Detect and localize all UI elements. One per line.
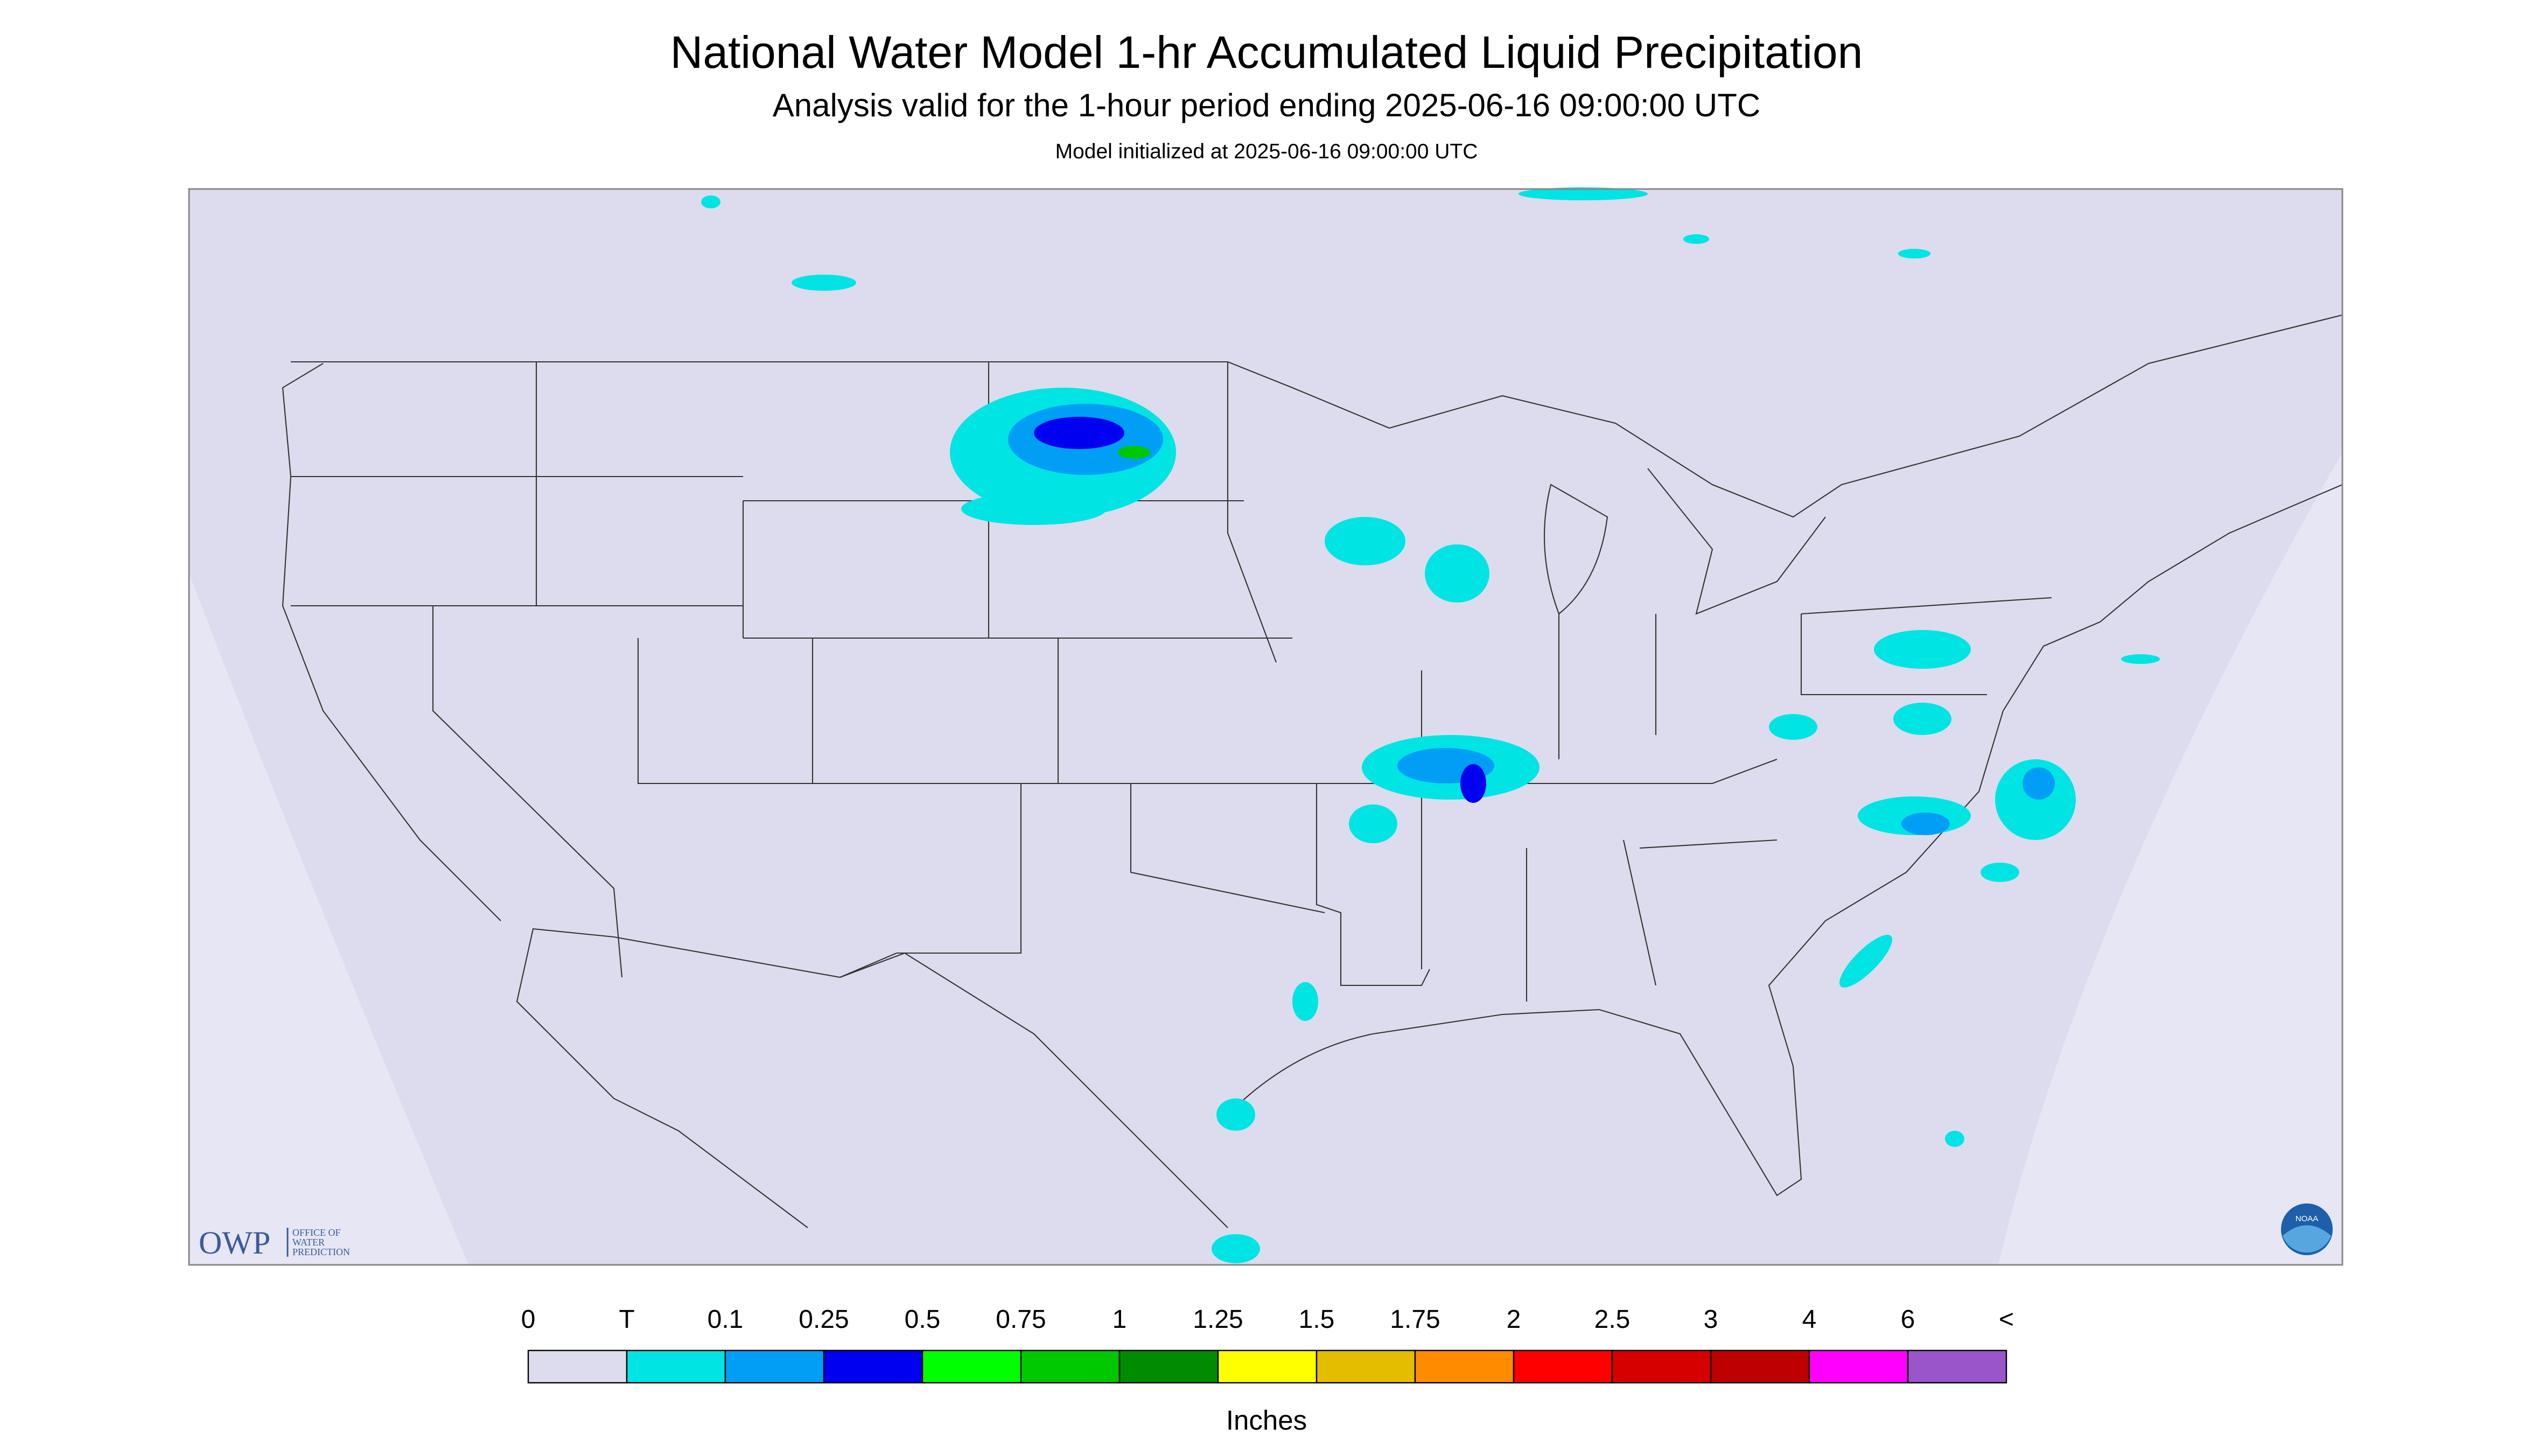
precip-area <box>1216 1098 1255 1131</box>
legend-label: 1.5 <box>1299 1305 1335 1334</box>
legend-label: 6 <box>1901 1305 1915 1334</box>
legend-swatch <box>1710 1349 1810 1384</box>
legend-label: 0 <box>521 1305 536 1334</box>
precip-area <box>961 493 1107 526</box>
legend-label: 0.75 <box>996 1305 1046 1334</box>
legend-swatch <box>626 1349 726 1384</box>
legend-swatch <box>921 1349 1022 1384</box>
legend-label: 0.5 <box>905 1305 941 1334</box>
legend-swatch <box>1118 1349 1219 1384</box>
legend-label: 3 <box>1704 1305 1718 1334</box>
precip-area <box>2023 767 2055 800</box>
precip-area <box>1874 630 1971 669</box>
legend-label: 0.1 <box>708 1305 744 1334</box>
legend: 0 T 0.1 0.25 0.5 0.75 1 1.25 1.5 1.75 2 2.5 3 4 6 < <box>521 1305 2014 1384</box>
legend-swatch <box>1316 1349 1416 1384</box>
legend-unit: Inches <box>1226 1405 1307 1436</box>
precip-area <box>701 195 720 209</box>
precip-area <box>792 275 856 291</box>
precip-area <box>1034 417 1124 450</box>
noaa-logo-wave <box>2283 1225 2331 1253</box>
legend-swatch <box>1611 1349 1712 1384</box>
precip-area <box>1212 1234 1260 1264</box>
precip-area <box>1349 804 1397 844</box>
precip-area <box>1945 1131 1964 1147</box>
precip-area <box>1425 544 1489 603</box>
precip-area <box>1460 764 1486 803</box>
legend-label: 0.25 <box>799 1305 849 1334</box>
init-note: Model initialized at 2025-06-16 09:00:00… <box>1055 140 1478 163</box>
precip-area <box>1118 446 1150 459</box>
precip-area <box>1981 863 2019 883</box>
owp-name: OFFICE OF <box>292 1227 341 1238</box>
legend-swatch <box>1513 1349 1613 1384</box>
precip-area <box>1519 187 1648 201</box>
title: National Water Model 1-hr Accumulated Li… <box>670 27 1863 78</box>
precip-area <box>1292 982 1318 1021</box>
legend-label: 4 <box>1802 1305 1817 1334</box>
precip-area <box>1893 703 1951 736</box>
precip-area <box>1901 813 1950 836</box>
precip-area <box>1839 935 1892 988</box>
legend-swatch <box>1808 1349 1909 1384</box>
legend-swatch <box>1414 1349 1515 1384</box>
map-frame <box>188 188 2343 1266</box>
legend-swatch <box>527 1349 628 1384</box>
legend-label: 1.75 <box>1390 1305 1440 1334</box>
precip-area <box>1769 714 1817 740</box>
noaa-text: NOAA <box>2296 1214 2319 1223</box>
legend-label: 1 <box>1112 1305 1127 1334</box>
legend-swatch <box>1217 1349 1318 1384</box>
precipitation <box>701 187 2160 1264</box>
legend-label: T <box>619 1305 634 1334</box>
owp-logo: OWP <box>199 1225 270 1261</box>
legend-swatch <box>823 1349 923 1384</box>
legend-label: < <box>1999 1305 2014 1334</box>
subtitle: Analysis valid for the 1-hour period end… <box>773 87 1760 123</box>
legend-label: 2.5 <box>1594 1305 1631 1334</box>
precip-area <box>1995 759 2076 841</box>
precip-area <box>2121 654 2160 664</box>
legend-swatch <box>1020 1349 1121 1384</box>
precip-area <box>1683 234 1709 244</box>
precip-area <box>1325 517 1405 566</box>
legend-swatch <box>724 1349 825 1384</box>
map: OWP OFFICE OF WATER PREDICTION NOAA <box>188 187 2343 1266</box>
legend-label: 2 <box>1507 1305 1521 1334</box>
owp-name: WATER <box>292 1237 325 1248</box>
precip-area <box>1898 249 1930 259</box>
owp-name: PREDICTION <box>292 1247 350 1257</box>
legend-swatch <box>1907 1349 2007 1384</box>
legend-label: 1.25 <box>1193 1305 1243 1334</box>
model-domain <box>189 189 2342 1265</box>
